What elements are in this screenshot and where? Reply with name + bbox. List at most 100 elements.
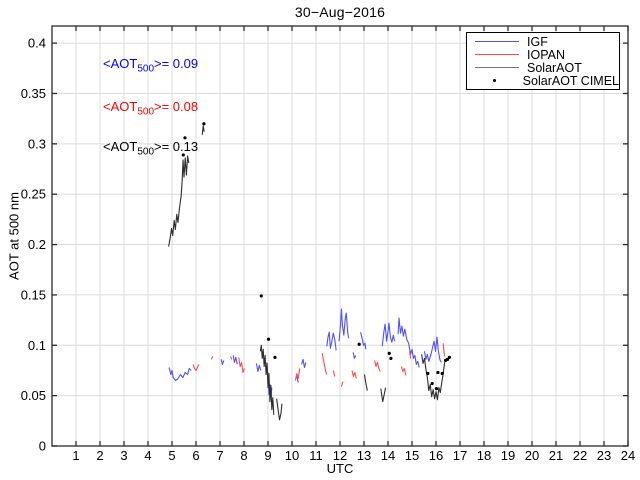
tick-labels: 1 2 3 4 5 6 7 8 9 10 11 12 13 14 15 16 17 18 19 20 21 22 23 240… xyxy=(21,36,636,463)
series-segment xyxy=(192,364,200,372)
y-tick-label: 0.25 xyxy=(21,187,46,202)
x-tick-label: 1 xyxy=(72,448,79,463)
cimel-point xyxy=(266,337,271,341)
dot-sample-icon xyxy=(475,79,515,82)
cimel-point xyxy=(387,351,391,355)
igf-line-swatch xyxy=(475,41,519,42)
x-tick-label: 23 xyxy=(597,448,611,463)
x-tick-label: 9 xyxy=(264,448,271,463)
series-segment xyxy=(363,374,368,391)
series-segment xyxy=(296,376,299,383)
cimel-point xyxy=(183,136,187,140)
cimel-point xyxy=(259,294,263,298)
x-tick-label: 20 xyxy=(525,448,539,463)
series-segment xyxy=(276,398,283,421)
series-segment xyxy=(352,352,357,359)
chart-title: 30−Aug−2016 xyxy=(294,4,386,20)
annotation-text: <AOT xyxy=(103,99,138,114)
series-segment xyxy=(340,381,344,387)
cimel-point xyxy=(273,355,277,359)
y-tick-label: 0.15 xyxy=(21,287,46,302)
series-segment xyxy=(400,366,407,376)
iopan-line-swatch xyxy=(475,54,519,55)
cimel-point xyxy=(440,371,444,376)
legend-label: SolarAOT CIMEL xyxy=(522,73,619,88)
legend-item-iopan: IOPAN xyxy=(467,47,619,62)
series-segment xyxy=(294,368,301,381)
annotation-value: >= 0.09 xyxy=(154,56,199,71)
series-segment xyxy=(230,356,233,360)
series-segment xyxy=(168,367,192,382)
legend-label: IGF xyxy=(527,34,548,49)
series-igf xyxy=(168,308,442,399)
x-tick-label: 4 xyxy=(144,448,151,463)
x-tick-label: 19 xyxy=(501,448,515,463)
x-tick-label: 12 xyxy=(333,448,347,463)
x-tick-label: 10 xyxy=(285,448,299,463)
legend: IGF IOPAN SolarAOT SolarAOT CIMEL xyxy=(466,32,620,90)
cimel-point xyxy=(357,342,361,346)
line-sample-icon xyxy=(475,67,519,68)
y-tick-label: 0.4 xyxy=(28,36,46,51)
cimel-point xyxy=(430,381,434,386)
annotation-text: <AOT xyxy=(103,139,138,154)
y-tick-label: 0.2 xyxy=(28,237,46,252)
cimel-point xyxy=(181,153,185,157)
annotation-solaraot-mean: <AOT500>= 0.13 xyxy=(103,139,198,158)
series-solaraot-cimel xyxy=(181,122,452,391)
series-segment xyxy=(232,355,238,365)
x-tick-label: 15 xyxy=(405,448,419,463)
x-axis-label: UTC xyxy=(326,461,354,476)
cimel-point xyxy=(447,355,452,359)
y-tick-label: 0 xyxy=(39,439,46,454)
annotation-iopan-mean: <AOT500>= 0.08 xyxy=(103,99,198,118)
cimel-point xyxy=(445,357,450,361)
line-sample-icon xyxy=(475,54,519,55)
cimel-point xyxy=(389,356,393,360)
series-segment xyxy=(380,387,387,403)
series-iopan xyxy=(192,343,446,387)
series-segment xyxy=(255,363,262,373)
cimel-dot-swatch xyxy=(493,79,497,82)
series-segment xyxy=(321,353,328,375)
series-segment xyxy=(301,358,307,368)
legend-label: IOPAN xyxy=(527,47,565,62)
series-segment xyxy=(351,370,357,379)
x-tick-label: 16 xyxy=(429,448,443,463)
x-tick-label: 3 xyxy=(120,448,127,463)
annotation-text: <AOT xyxy=(103,56,138,71)
legend-item-solaraot-cimel: SolarAOT CIMEL xyxy=(467,73,619,88)
series-segment xyxy=(409,351,412,359)
annotation-value: >= 0.08 xyxy=(154,99,199,114)
y-tick-label: 0.05 xyxy=(21,388,46,403)
series-segment xyxy=(360,332,367,350)
x-tick-label: 17 xyxy=(453,448,467,463)
legend-label: SolarAOT xyxy=(527,60,582,75)
x-tick-label: 13 xyxy=(357,448,371,463)
series-segment xyxy=(397,317,420,368)
annotation-value: >= 0.13 xyxy=(154,139,199,154)
series-solaraot xyxy=(168,125,447,421)
y-tick-label: 0.3 xyxy=(28,136,46,151)
series-segment xyxy=(421,354,447,401)
series-segment xyxy=(423,336,442,363)
series-segment xyxy=(332,370,336,377)
series-segment xyxy=(326,331,337,351)
x-tick-label: 5 xyxy=(168,448,175,463)
solaraot-line-swatch xyxy=(475,67,519,68)
annotation-subscript: 500 xyxy=(137,146,155,158)
y-axis-label: AOT at 500 nm xyxy=(6,192,22,280)
cimel-point xyxy=(202,122,206,126)
annotation-subscript: 500 xyxy=(137,63,155,75)
annotation-igf-mean: <AOT500>= 0.09 xyxy=(103,56,198,75)
x-tick-label: 6 xyxy=(192,448,199,463)
legend-item-igf: IGF xyxy=(467,34,619,49)
legend-item-solaraot: SolarAOT xyxy=(467,60,619,75)
series-segment xyxy=(220,359,225,365)
x-tick-label: 7 xyxy=(216,448,223,463)
annotation-subscript: 500 xyxy=(137,106,155,118)
series-segment xyxy=(210,356,214,360)
axes xyxy=(51,25,629,447)
